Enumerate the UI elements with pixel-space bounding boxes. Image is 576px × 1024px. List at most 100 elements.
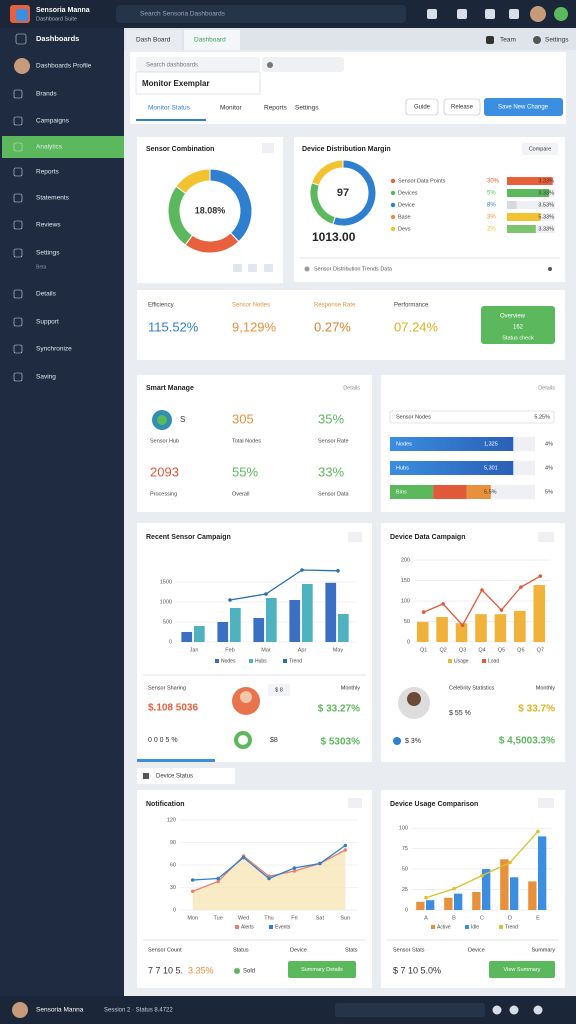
nav-item[interactable]: Synchronize: [36, 346, 72, 353]
point: [264, 592, 268, 596]
input[interactable]: [262, 57, 344, 72]
icon[interactable]: [485, 9, 495, 19]
nav-item[interactable]: Statements: [36, 195, 70, 202]
icon[interactable]: [457, 9, 467, 19]
dropdown[interactable]: [538, 798, 554, 808]
button[interactable]: [484, 98, 563, 116]
bar: [416, 901, 425, 910]
button[interactable]: [443, 98, 481, 116]
label[interactable]: Device Status: [156, 774, 193, 780]
bar: [538, 836, 547, 910]
sidebar: [0, 28, 124, 996]
header-tab[interactable]: Settings: [295, 105, 319, 112]
label[interactable]: View Summary: [504, 967, 541, 973]
search-box[interactable]: [116, 5, 406, 23]
y-tick-label: 500: [163, 619, 172, 625]
label: $ 33.7%: [518, 704, 555, 715]
label[interactable]: Overview: [500, 314, 526, 320]
y-tick-label: 0: [407, 639, 410, 645]
point: [216, 876, 220, 881]
bar: [472, 892, 481, 910]
button[interactable]: [481, 306, 555, 344]
button[interactable]: [522, 143, 558, 155]
tab-label[interactable]: Dashboard: [194, 37, 226, 44]
nav-item[interactable]: Settings: [36, 250, 60, 257]
tab-underline: [136, 119, 206, 121]
label[interactable]: Compare: [529, 146, 552, 152]
label: Status: [233, 947, 249, 953]
header-tab[interactable]: Monitor: [220, 105, 243, 112]
card: [137, 523, 372, 762]
icon[interactable]: [509, 9, 519, 19]
label[interactable]: Summary Details: [301, 967, 343, 973]
label: 3%: [487, 215, 496, 221]
dropdown[interactable]: [262, 143, 274, 153]
bar: [475, 614, 487, 642]
point: [216, 879, 220, 884]
label: Device: [468, 947, 485, 953]
button[interactable]: [489, 961, 555, 978]
label[interactable]: Guide: [414, 105, 431, 111]
label: $ 33.27%: [318, 704, 360, 715]
nav-item[interactable]: Reviews: [36, 222, 61, 229]
nav-item[interactable]: Campaigns: [36, 118, 70, 125]
nav-item[interactable]: Details: [36, 291, 57, 298]
bar: [454, 893, 463, 910]
chart-title: Device Data Campaign: [390, 534, 465, 541]
title-box: [135, 71, 261, 95]
legend-label: Trend: [505, 924, 518, 930]
x-tick-label: D: [508, 915, 512, 921]
x-tick-label: Feb: [225, 647, 234, 653]
dropdown[interactable]: [348, 532, 362, 542]
tab[interactable]: [137, 768, 235, 784]
icon: [238, 735, 248, 745]
label[interactable]: Details: [343, 385, 360, 391]
nav-item[interactable]: Support: [36, 319, 59, 326]
nav-item[interactable]: Analytics: [36, 144, 63, 151]
icon: [304, 266, 310, 272]
input[interactable]: [389, 410, 555, 424]
button[interactable]: [288, 961, 356, 978]
header-tab[interactable]: Monitor Status: [148, 105, 191, 112]
tab[interactable]: [126, 30, 182, 50]
point: [267, 876, 271, 881]
button[interactable]: [405, 98, 439, 116]
label[interactable]: Status check: [502, 335, 534, 341]
nav-item[interactable]: Saving: [36, 374, 56, 381]
label: Hubs: [396, 465, 409, 471]
nav-item[interactable]: Brands: [36, 91, 57, 98]
label[interactable]: Team: [500, 37, 516, 44]
search-box[interactable]: [335, 1003, 485, 1017]
x-tick-label: C: [480, 915, 484, 921]
y-tick-label: 0: [169, 639, 172, 645]
x-tick-label: Mon: [187, 915, 198, 921]
label: $.108 5036: [148, 703, 198, 714]
x-tick-label: Q6: [517, 647, 524, 653]
label[interactable]: Release: [451, 105, 474, 111]
nav-item[interactable]: Reports: [36, 169, 60, 176]
legend-label: Alerts: [241, 924, 254, 930]
tab[interactable]: [184, 30, 240, 50]
dropdown[interactable]: [538, 532, 554, 542]
avatar: [407, 692, 421, 706]
x-tick-label: Q5: [498, 647, 505, 653]
legend-dot: [390, 178, 396, 184]
underline: [137, 759, 215, 762]
avatar: [554, 7, 568, 21]
label[interactable]: Save New Change: [498, 105, 549, 111]
y-tick-label: 90: [170, 840, 176, 846]
header-tab[interactable]: Reports: [264, 105, 288, 112]
label[interactable]: Settings: [545, 37, 569, 44]
label[interactable]: 162: [513, 325, 524, 331]
legend-label: Events: [275, 924, 291, 930]
legend-dot: [390, 190, 396, 196]
y-tick-label: 120: [167, 817, 176, 823]
search-input[interactable]: [136, 57, 260, 72]
point: [452, 886, 456, 891]
label: Monthly: [536, 685, 556, 691]
tab-label[interactable]: Dash Board: [136, 37, 171, 44]
x-tick-label: Thu: [264, 915, 273, 921]
dropdown[interactable]: [348, 798, 362, 808]
icon[interactable]: [427, 9, 437, 19]
x-tick-label: Sat: [316, 915, 325, 921]
